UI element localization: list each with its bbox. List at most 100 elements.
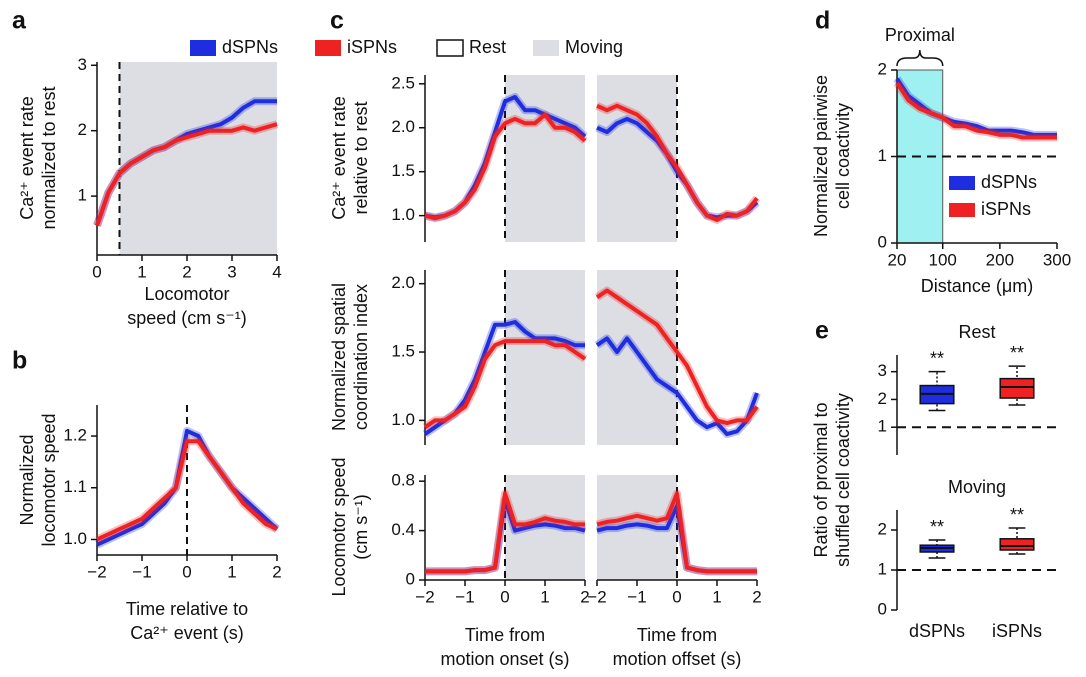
series-line: [96, 428, 279, 547]
box: [999, 538, 1035, 551]
y-tick-label: 2: [78, 120, 87, 139]
y-tick-label: 1.2: [63, 426, 87, 445]
box: [999, 377, 1035, 399]
panel-label: c: [330, 7, 344, 35]
legend-label: iSPNs: [981, 199, 1031, 219]
y-tick-label: 1: [878, 559, 887, 578]
x-tick-label: −1: [455, 587, 474, 606]
y-tick-label: 2.0: [391, 273, 415, 292]
series-line: [596, 491, 757, 574]
x-tick-label: 0: [92, 262, 101, 281]
series-line: [895, 77, 1057, 137]
y-tick-label: 3: [878, 361, 887, 380]
x-tick-label: 4: [272, 262, 281, 281]
y-axis-label: Ratio of proximal to: [811, 402, 831, 557]
x-tick-label: 2: [580, 587, 589, 606]
legend-swatch: [315, 40, 341, 56]
x-tick-label: dSPNs: [909, 621, 965, 641]
y-axis-label: cell coactivity: [833, 103, 853, 209]
y-axis-label: coordination index: [351, 284, 371, 430]
shade-region: [505, 270, 585, 445]
y-tick-label: 1.5: [391, 342, 415, 361]
panel-label: a: [12, 7, 27, 35]
x-tick-label: 200: [986, 250, 1014, 269]
x-tick-label: 1: [712, 587, 721, 606]
significance: **: [930, 348, 944, 368]
x-tick-label: 3: [227, 262, 236, 281]
y-tick-label: 3: [78, 55, 87, 74]
shade-region: [119, 62, 277, 255]
y-tick-label: 0: [406, 569, 415, 588]
series-line: [895, 81, 1057, 140]
legend-label: dSPNs: [222, 37, 278, 57]
x-axis-label: Time from: [465, 625, 545, 645]
x-tick-label: 2: [752, 587, 761, 606]
brace: [896, 49, 944, 67]
y-tick-label: 1.5: [391, 161, 415, 180]
x-tick-label: −2: [415, 587, 434, 606]
legend-swatch: [190, 40, 216, 56]
legend-swatch: [533, 40, 559, 56]
y-tick-label: 2: [878, 519, 887, 538]
y-axis-label: shuffled cell coactivity: [833, 393, 853, 567]
subplot-title: Moving: [948, 477, 1006, 497]
x-tick-label: 1: [227, 562, 236, 581]
series-line: [423, 339, 587, 429]
x-axis-label: motion onset (s): [440, 649, 569, 669]
panel-label: b: [12, 347, 27, 375]
legend-swatch: [949, 176, 975, 190]
shade-region: [597, 270, 677, 445]
legend-label: dSPNs: [981, 172, 1037, 192]
x-tick-label: 1: [540, 587, 549, 606]
x-axis-label: Locomotor: [144, 284, 229, 304]
y-tick-label: 0: [878, 599, 887, 618]
legend-label: iSPNs: [347, 37, 397, 57]
y-tick-label: 1.0: [63, 529, 87, 548]
y-axis-label: Locomotor speed: [329, 457, 349, 596]
panel-label: d: [815, 7, 830, 35]
shade-region: [597, 75, 677, 242]
y-axis-label: Normalized pairwise: [811, 75, 831, 237]
x-tick-label: −2: [587, 587, 606, 606]
y-tick-label: 2: [878, 59, 887, 78]
y-axis-label: normalized to rest: [39, 86, 59, 229]
y-axis-label: Ca²⁺ event rate: [329, 96, 349, 220]
x-tick-label: −1: [132, 562, 151, 581]
series-line: [596, 103, 759, 222]
significance: **: [1010, 505, 1024, 525]
panel-label: e: [815, 317, 829, 345]
series-line: [425, 491, 585, 574]
significance: **: [930, 517, 944, 537]
y-tick-label: 1.1: [63, 477, 87, 496]
y-axis-label: Ca²⁺ event rate: [17, 96, 37, 220]
x-axis-label: Time relative to: [126, 599, 248, 619]
x-tick-label: −2: [87, 562, 106, 581]
x-axis-label: Distance (μm): [921, 276, 1033, 296]
x-axis-label: motion offset (s): [613, 649, 742, 669]
x-tick-label: iSPNs: [992, 621, 1042, 641]
y-tick-label: 1: [78, 186, 87, 205]
y-tick-label: 1: [878, 146, 887, 165]
y-tick-label: 0.4: [391, 520, 415, 539]
y-tick-label: 1.0: [391, 205, 415, 224]
legend-label: Rest: [469, 37, 506, 57]
legend-swatch: [949, 203, 975, 217]
shade-label: Proximal: [885, 25, 955, 45]
y-tick-label: 2: [878, 389, 887, 408]
significance: **: [1010, 343, 1024, 363]
legend-label: Moving: [565, 37, 623, 57]
x-tick-label: 2: [182, 262, 191, 281]
series-line: [595, 336, 759, 437]
y-tick-label: 1.0: [391, 410, 415, 429]
y-axis-label: Normalized: [17, 434, 37, 525]
x-axis-label: Ca²⁺ event (s): [130, 623, 244, 643]
x-tick-label: 0: [182, 562, 191, 581]
x-axis-label: speed (cm s⁻¹): [127, 308, 247, 328]
subplot-title: Rest: [958, 322, 995, 342]
y-axis-label: locomotor speed: [39, 413, 59, 546]
y-tick-label: 1: [878, 417, 887, 436]
series-line: [96, 439, 278, 542]
x-tick-label: 0: [500, 587, 509, 606]
x-tick-label: 2: [272, 562, 281, 581]
